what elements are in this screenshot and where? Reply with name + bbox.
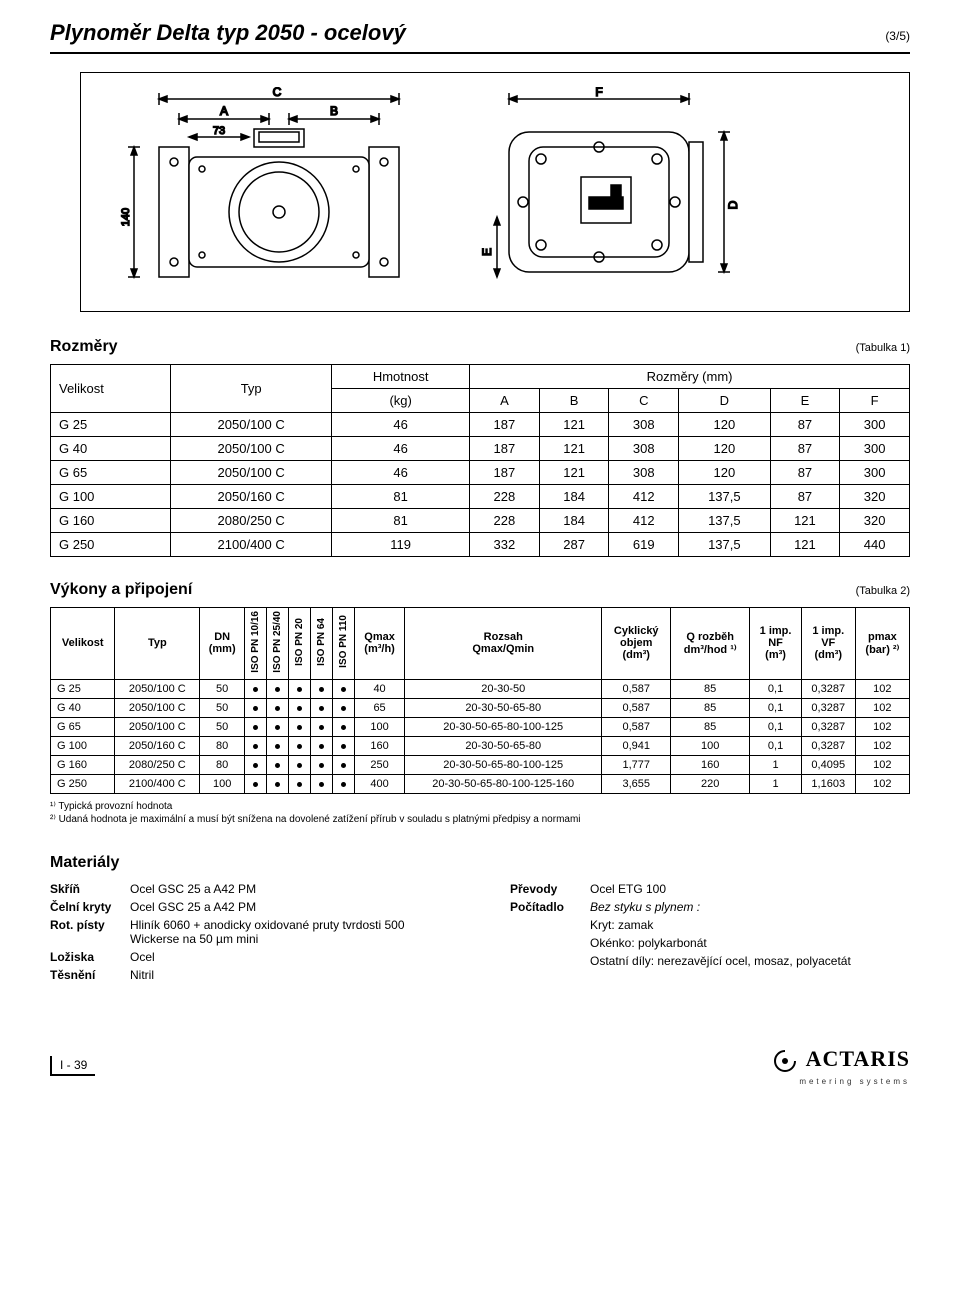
materials-row: Čelní krytyOcel GSC 25 a A42 PM bbox=[50, 900, 450, 914]
logo-text: ACTARIS bbox=[806, 1046, 910, 1071]
svg-text:C: C bbox=[273, 87, 282, 99]
svg-text:B: B bbox=[330, 104, 338, 118]
performance-heading: Výkony a připojení bbox=[50, 581, 192, 599]
materials-row: Ostatní díly: nerezavějící ocel, mosaz, … bbox=[510, 954, 910, 968]
page-number: I - 39 bbox=[50, 1056, 95, 1076]
title-underline bbox=[50, 52, 910, 54]
table-row: G 1602080/250 C8025020-30-50-65-80-100-1… bbox=[51, 755, 910, 774]
materials-row: TěsněníNitril bbox=[50, 968, 450, 982]
materials-left-col: SkříňOcel GSC 25 a A42 PM Čelní krytyOcel… bbox=[50, 882, 450, 986]
table-row: G 252050/100 C504020-30-500,587850,10,32… bbox=[51, 679, 910, 698]
table-row: G 402050/100 C506520-30-50-65-800,587850… bbox=[51, 698, 910, 717]
diagram-left: C A B 73 bbox=[99, 87, 429, 297]
footnote-1: ¹⁾ Typická provozní hodnota bbox=[50, 800, 910, 813]
dimensions-table-label: (Tabulka 1) bbox=[856, 342, 910, 354]
svg-text:73: 73 bbox=[213, 125, 225, 137]
footnote-2: ²⁾ Udaná hodnota je maximální a musí být… bbox=[50, 813, 910, 826]
diagram-right: F E D bbox=[469, 87, 759, 297]
table-row: G 402050/100 C4618712130812087300 bbox=[51, 437, 910, 461]
materials-row: Rot. pístyHliník 6060 + anodicky oxidova… bbox=[50, 918, 450, 946]
materials-row: SkříňOcel GSC 25 a A42 PM bbox=[50, 882, 450, 896]
diagram-container: C A B 73 bbox=[80, 72, 910, 312]
materials-row: PřevodyOcel ETG 100 bbox=[510, 882, 910, 896]
materials-row: PočítadloBez styku s plynem : bbox=[510, 900, 910, 914]
materials-row: Kryt: zamak bbox=[510, 918, 910, 932]
page-title: Plynoměr Delta typ 2050 - ocelový bbox=[50, 20, 406, 46]
table-row: G 2502100/400 C10040020-30-50-65-80-100-… bbox=[51, 774, 910, 793]
logo-swirl-icon bbox=[772, 1048, 798, 1077]
table-row: G 1002050/160 C81228184412137,587320 bbox=[51, 485, 910, 509]
svg-text:140: 140 bbox=[120, 208, 132, 226]
table-row: G 2502100/400 C119332287619137,5121440 bbox=[51, 533, 910, 557]
table-row: G 1602080/250 C81228184412137,5121320 bbox=[51, 509, 910, 533]
svg-text:E: E bbox=[480, 248, 494, 256]
svg-text:D: D bbox=[726, 200, 740, 209]
brand-logo: ACTARIS metering systems bbox=[772, 1046, 910, 1086]
footnotes: ¹⁾ Typická provozní hodnota ²⁾ Udaná hod… bbox=[50, 800, 910, 826]
page-footer: I - 39 ACTARIS metering systems bbox=[50, 1046, 910, 1086]
table-row: G 252050/100 C4618712130812087300 bbox=[51, 413, 910, 437]
svg-text:A: A bbox=[220, 104, 228, 118]
logo-subtext: metering systems bbox=[772, 1077, 910, 1086]
svg-text:F: F bbox=[595, 87, 602, 99]
page-fraction-badge: (3/5) bbox=[885, 29, 910, 43]
table-row: G 652050/100 C5010020-30-50-65-80-100-12… bbox=[51, 717, 910, 736]
materials-heading: Materiály bbox=[50, 854, 910, 872]
materials-row: Okénko: polykarbonát bbox=[510, 936, 910, 950]
performance-table-label: (Tabulka 2) bbox=[856, 585, 910, 597]
performance-table: VelikostTypDN(mm)ISO PN 10/16ISO PN 25/4… bbox=[50, 607, 910, 794]
table-row: G 1002050/160 C8016020-30-50-65-800,9411… bbox=[51, 736, 910, 755]
table-row: G 652050/100 C4618712130812087300 bbox=[51, 461, 910, 485]
dimensions-table: VelikostTypHmotnostRozměry (mm)(kg)ABCDE… bbox=[50, 364, 910, 557]
materials-right-col: PřevodyOcel ETG 100 PočítadloBez styku s … bbox=[510, 882, 910, 986]
materials-row: LožiskaOcel bbox=[50, 950, 450, 964]
dimensions-heading: Rozměry bbox=[50, 338, 118, 356]
